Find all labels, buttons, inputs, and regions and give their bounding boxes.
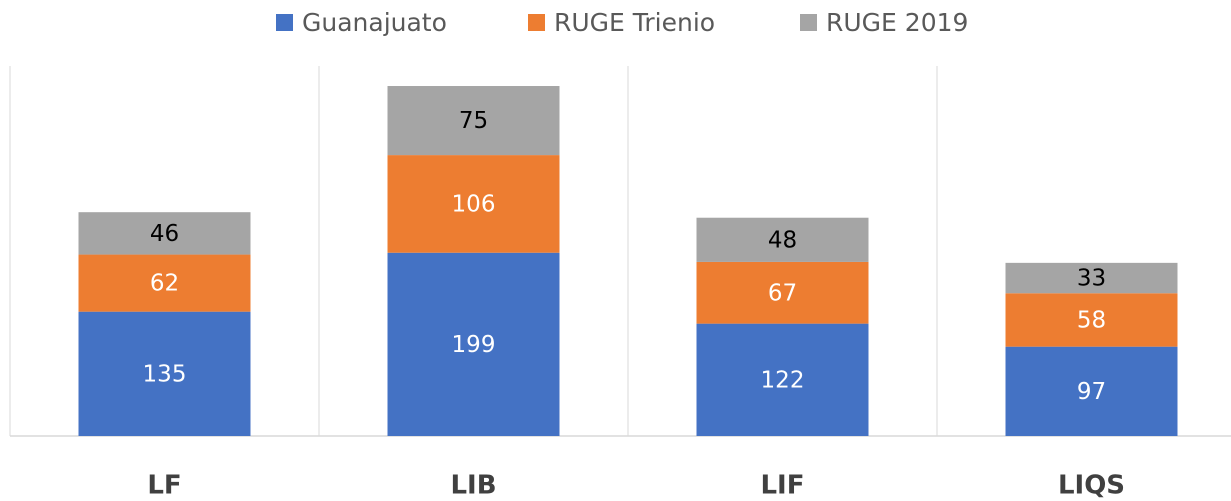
data-label: 97: [1077, 379, 1106, 405]
legend-swatch: [276, 14, 293, 31]
bar-segment: [1005, 262, 1178, 294]
bar-segment: [387, 252, 560, 436]
bar-segment: [387, 86, 560, 156]
bar-segment: [78, 311, 251, 436]
x-tick-label: LIF: [760, 471, 804, 501]
bar-segment: [696, 323, 869, 436]
data-label: 106: [452, 191, 496, 217]
data-label: 122: [761, 367, 805, 393]
legend-label: Guanajuato: [302, 8, 447, 37]
legend-label: RUGE Trienio: [554, 8, 715, 37]
data-label: 33: [1077, 266, 1106, 292]
legend-label: RUGE 2019: [826, 8, 968, 37]
bar-segment: [1005, 346, 1178, 436]
bar-segment: [78, 254, 251, 312]
legend-swatch: [528, 14, 545, 31]
bar-segment: [696, 217, 869, 262]
legend-swatch: [800, 14, 817, 31]
x-tick-label: LIB: [450, 471, 496, 501]
x-tick-label: LIQS: [1058, 471, 1125, 501]
data-label: 58: [1077, 307, 1106, 333]
bar-segment: [78, 212, 251, 255]
data-label: 135: [143, 361, 187, 387]
bar-segment: [1005, 293, 1178, 347]
bar-segment: [387, 155, 560, 253]
data-label: 67: [768, 280, 797, 306]
x-tick-label: LF: [147, 471, 181, 501]
data-label: 75: [459, 108, 488, 134]
data-label: 62: [150, 271, 179, 297]
data-label: 46: [150, 221, 179, 247]
data-label: 199: [452, 332, 496, 358]
data-label: 48: [768, 227, 797, 253]
bar-segment: [696, 261, 869, 324]
